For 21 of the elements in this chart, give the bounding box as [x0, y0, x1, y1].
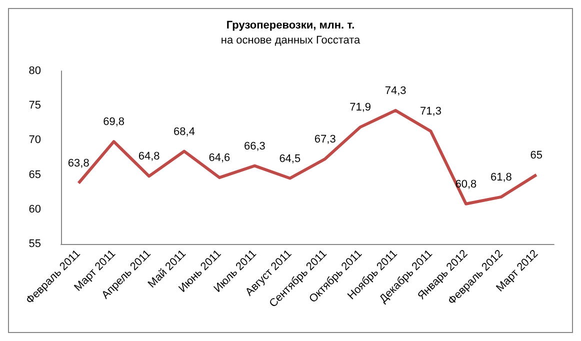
data-label: 65	[530, 149, 543, 162]
data-label: 61,8	[490, 171, 512, 184]
y-tick-label: 70	[28, 134, 41, 146]
data-label: 63,8	[68, 158, 90, 170]
data-label: 69,8	[103, 116, 125, 128]
data-label: 67,3	[314, 133, 336, 146]
chart-title: Грузоперевозки, млн. т.	[226, 20, 355, 32]
y-tick-label: 65	[28, 168, 41, 181]
data-label: 64,8	[138, 150, 160, 163]
chart-subtitle: на основе данных Госстата	[220, 34, 362, 46]
data-label: 64,6	[208, 152, 230, 164]
y-tick-label: 75	[28, 100, 41, 112]
y-tick-label: 80	[28, 65, 41, 77]
data-label: 68,4	[174, 126, 195, 138]
y-tick-label: 55	[28, 238, 41, 250]
data-label: 71,9	[350, 102, 372, 114]
y-tick-label: 60	[28, 203, 41, 216]
data-label: 64,5	[279, 152, 301, 165]
data-label: 66,3	[244, 140, 266, 152]
data-label: 74,3	[384, 84, 406, 97]
data-label: 71,3	[420, 106, 442, 118]
